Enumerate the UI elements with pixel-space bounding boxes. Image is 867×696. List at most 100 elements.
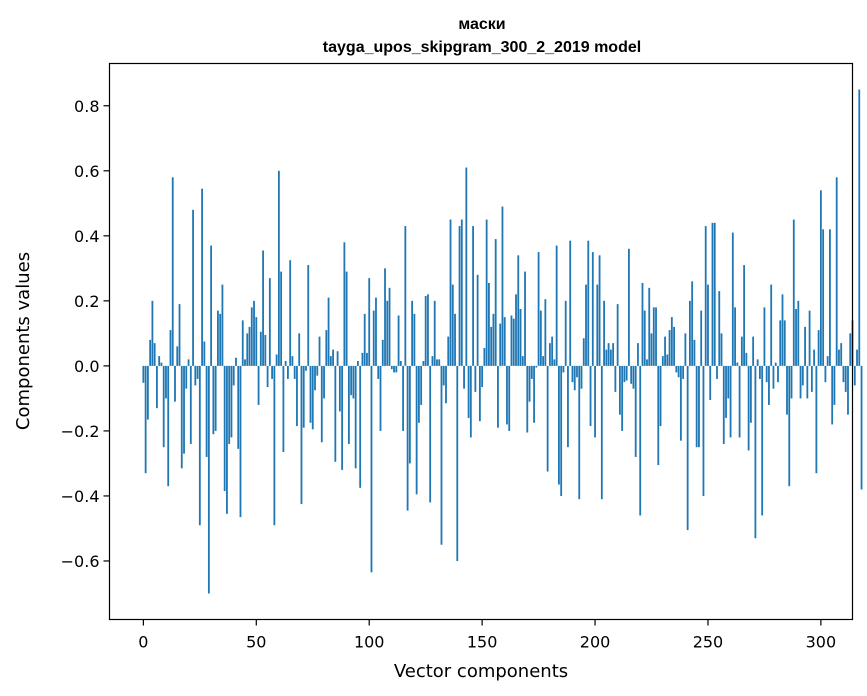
bar	[587, 240, 590, 366]
bar	[363, 313, 366, 366]
bar	[580, 365, 583, 389]
bar	[311, 365, 314, 430]
bar	[442, 365, 445, 386]
bar	[320, 365, 323, 443]
bar	[673, 326, 675, 366]
bar	[176, 346, 179, 366]
bar	[524, 271, 526, 366]
bar	[402, 365, 404, 431]
bar	[637, 343, 639, 366]
bar	[296, 365, 298, 427]
bar	[528, 365, 531, 402]
bar	[174, 365, 176, 402]
bar	[201, 188, 203, 366]
bar	[226, 365, 228, 514]
bar	[336, 351, 339, 366]
bar	[262, 250, 264, 366]
bar	[639, 365, 642, 516]
bar	[747, 365, 750, 451]
bar	[589, 365, 592, 427]
bar	[187, 359, 190, 366]
bar	[749, 365, 752, 423]
bar	[456, 365, 459, 561]
bar	[677, 365, 680, 378]
bar	[582, 338, 585, 366]
bar	[555, 245, 558, 366]
y-tick-label: −0.2	[61, 422, 100, 441]
bar	[752, 336, 755, 366]
bar	[544, 299, 547, 366]
bar	[284, 361, 287, 366]
bar	[219, 313, 222, 366]
bar	[476, 274, 479, 366]
bar	[664, 336, 666, 366]
bar	[255, 317, 258, 366]
bar	[533, 365, 535, 423]
bar	[366, 352, 368, 366]
bar	[659, 365, 662, 427]
bar	[449, 219, 452, 366]
bar	[497, 365, 499, 428]
bar	[632, 365, 635, 389]
bar	[738, 365, 741, 438]
bar	[277, 170, 280, 366]
bar	[634, 365, 637, 457]
bar	[314, 365, 316, 391]
y-axis-ticks: −0.6 −0.4 −0.2 0.0 0.2 0.4 0.6 0.8	[61, 97, 110, 571]
bar	[686, 365, 689, 531]
bar	[822, 229, 825, 366]
bar	[156, 365, 158, 409]
y-tick-label: −0.6	[61, 552, 100, 571]
bar	[856, 349, 858, 366]
x-tick-label: 200	[580, 633, 611, 652]
bar	[424, 295, 427, 366]
bar	[740, 336, 743, 366]
bar	[494, 239, 497, 366]
bar	[268, 278, 271, 366]
bar	[849, 333, 852, 366]
bar	[668, 330, 671, 366]
bar	[795, 308, 797, 366]
y-tick-label: −0.4	[61, 487, 100, 506]
bar	[183, 365, 185, 454]
bar	[282, 365, 285, 453]
bar	[718, 291, 721, 366]
bar	[571, 365, 574, 383]
bar	[149, 339, 152, 366]
bar	[618, 365, 621, 415]
bar	[146, 365, 149, 420]
bar	[302, 365, 305, 428]
bar	[422, 361, 425, 366]
bar	[316, 365, 319, 376]
y-tick-label: 0.2	[74, 292, 99, 311]
bar	[727, 365, 730, 399]
bar	[239, 365, 242, 518]
bar	[567, 365, 569, 448]
bar	[625, 365, 628, 381]
bar	[772, 365, 775, 389]
bar	[560, 365, 563, 496]
bar	[408, 365, 411, 464]
bar	[160, 362, 163, 366]
bar	[359, 365, 362, 488]
bar	[623, 365, 626, 383]
bar	[338, 365, 341, 412]
bar	[847, 365, 849, 415]
bar	[273, 365, 276, 526]
bar	[415, 365, 418, 495]
bar	[483, 348, 486, 366]
bar	[835, 177, 838, 366]
bar	[503, 317, 506, 366]
bar	[774, 362, 777, 366]
bar	[736, 362, 739, 366]
bar	[228, 365, 231, 444]
bar	[447, 336, 450, 366]
bar	[716, 365, 718, 379]
bar	[853, 365, 856, 386]
bar	[519, 308, 522, 366]
bar	[465, 167, 468, 366]
bar	[810, 365, 813, 392]
bar	[650, 333, 653, 366]
bar	[194, 365, 197, 386]
